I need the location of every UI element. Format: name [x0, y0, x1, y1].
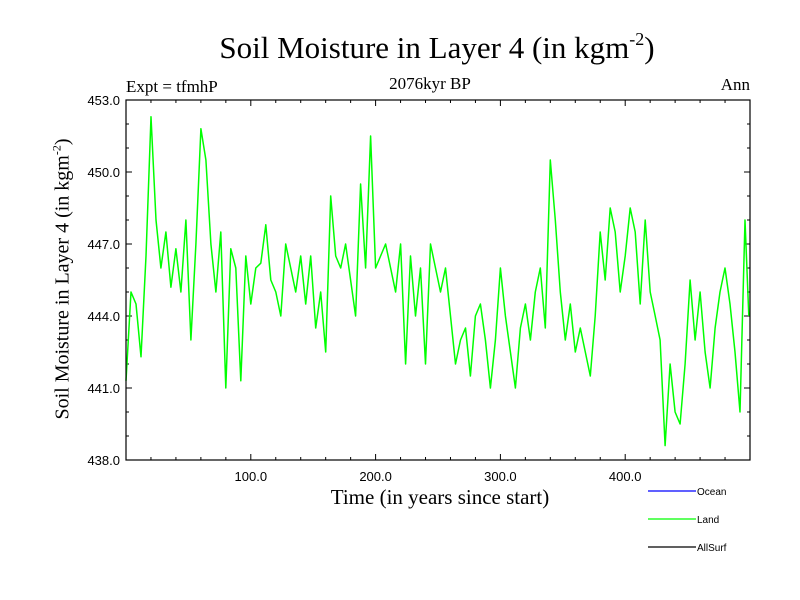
legend: Ocean Land AllSurf [648, 487, 727, 554]
legend-label-ocean: Ocean [697, 487, 726, 498]
series-group [125, 116, 750, 447]
x-tick-label: 200.0 [359, 469, 392, 484]
y-tick-label: 438.0 [87, 453, 120, 468]
legend-label-land: Land [697, 515, 719, 526]
y-tick-label: 444.0 [87, 309, 120, 324]
x-tick-label: 300.0 [484, 469, 517, 484]
y-tick-label: 453.0 [87, 93, 120, 108]
x-tick-label: 400.0 [609, 469, 642, 484]
y-tick-label: 450.0 [87, 165, 120, 180]
legend-label-allsurf: AllSurf [697, 543, 727, 554]
y-tick-label: 441.0 [87, 381, 120, 396]
x-axis-label: Time (in years since start) [330, 485, 550, 509]
plot-frame [125, 99, 751, 461]
x-tick-label: 100.0 [235, 469, 268, 484]
axis-ticks: 438.0 441.0 444.0 447.0 450.0 453.0 100.0 200.0… [87, 93, 750, 484]
experiment-label: Expt = tfmhP [126, 77, 218, 96]
chart-subtitle: 2076kyr BP [389, 74, 471, 93]
y-tick-label: 447.0 [87, 237, 120, 252]
season-label: Ann [720, 75, 750, 94]
series-line-land [125, 116, 750, 447]
chart-title: Soil Moisture in Layer 4 (in kgm-2) [219, 28, 655, 65]
